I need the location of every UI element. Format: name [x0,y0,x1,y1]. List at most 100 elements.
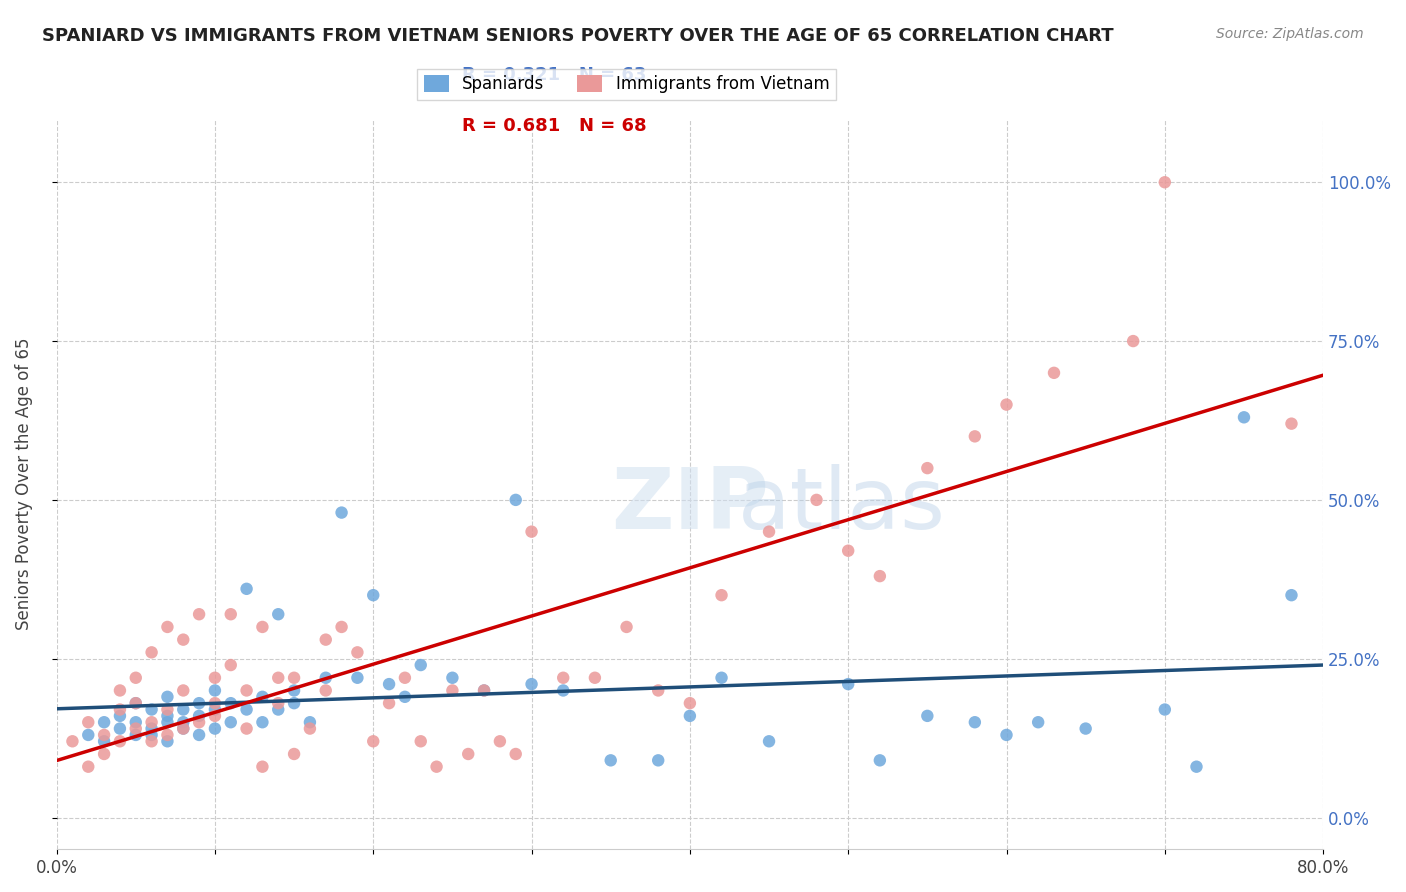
Point [188,607,211,622]
Point [1153,175,1175,189]
Point [520,677,543,691]
Text: R = 0.321   N = 63: R = 0.321 N = 63 [463,66,647,84]
Point [125,696,148,710]
Point [252,760,274,774]
Point [235,722,257,736]
Point [441,671,464,685]
Point [108,702,131,716]
Point [108,734,131,748]
Point [1281,588,1303,602]
Point [710,671,733,685]
Point [77,760,100,774]
Text: atlas: atlas [738,465,946,548]
Point [62,734,84,748]
Point [108,683,131,698]
Point [917,709,939,723]
Point [283,696,305,710]
Point [361,734,384,748]
Point [235,683,257,698]
Point [172,715,194,730]
Point [93,728,115,742]
Point [679,709,702,723]
Point [647,753,669,767]
Point [472,683,495,698]
Point [108,709,131,723]
Text: ZIP: ZIP [612,465,769,548]
Point [172,722,194,736]
Point [330,506,353,520]
Y-axis label: Seniors Poverty Over the Age of 65: Seniors Poverty Over the Age of 65 [15,338,32,631]
Point [188,696,211,710]
Point [77,715,100,730]
Point [125,722,148,736]
Point [172,632,194,647]
Point [1043,366,1066,380]
Point [710,588,733,602]
Point [235,582,257,596]
Point [219,658,242,673]
Point [315,671,337,685]
Point [219,696,242,710]
Point [1122,334,1144,348]
Point [505,492,527,507]
Point [204,722,226,736]
Point [283,671,305,685]
Point [1281,417,1303,431]
Point [917,461,939,475]
Point [252,620,274,634]
Point [361,588,384,602]
Point [679,696,702,710]
Point [172,683,194,698]
Point [346,645,368,659]
Point [172,702,194,716]
Point [378,677,401,691]
Point [141,728,163,742]
Point [267,607,290,622]
Point [315,683,337,698]
Point [141,715,163,730]
Point [188,709,211,723]
Point [869,753,891,767]
Point [219,715,242,730]
Point [93,715,115,730]
Point [204,709,226,723]
Point [156,620,179,634]
Point [346,671,368,685]
Point [77,728,100,742]
Point [758,734,780,748]
Point [1233,410,1256,425]
Point [1153,702,1175,716]
Point [647,683,669,698]
Point [995,398,1018,412]
Point [267,702,290,716]
Point [156,690,179,704]
Point [426,760,449,774]
Point [204,683,226,698]
Legend: Spaniards, Immigrants from Vietnam: Spaniards, Immigrants from Vietnam [418,69,837,100]
Point [125,671,148,685]
Point [267,696,290,710]
Point [156,702,179,716]
Point [93,747,115,761]
Point [219,607,242,622]
Point [204,702,226,716]
Point [409,734,432,748]
Point [204,671,226,685]
Point [599,753,621,767]
Point [378,696,401,710]
Point [125,715,148,730]
Point [267,671,290,685]
Point [489,734,512,748]
Point [583,671,606,685]
Point [283,683,305,698]
Point [457,747,479,761]
Point [156,709,179,723]
Point [869,569,891,583]
Point [156,728,179,742]
Point [963,429,986,443]
Point [837,543,859,558]
Point [125,696,148,710]
Point [1026,715,1049,730]
Point [252,690,274,704]
Point [283,747,305,761]
